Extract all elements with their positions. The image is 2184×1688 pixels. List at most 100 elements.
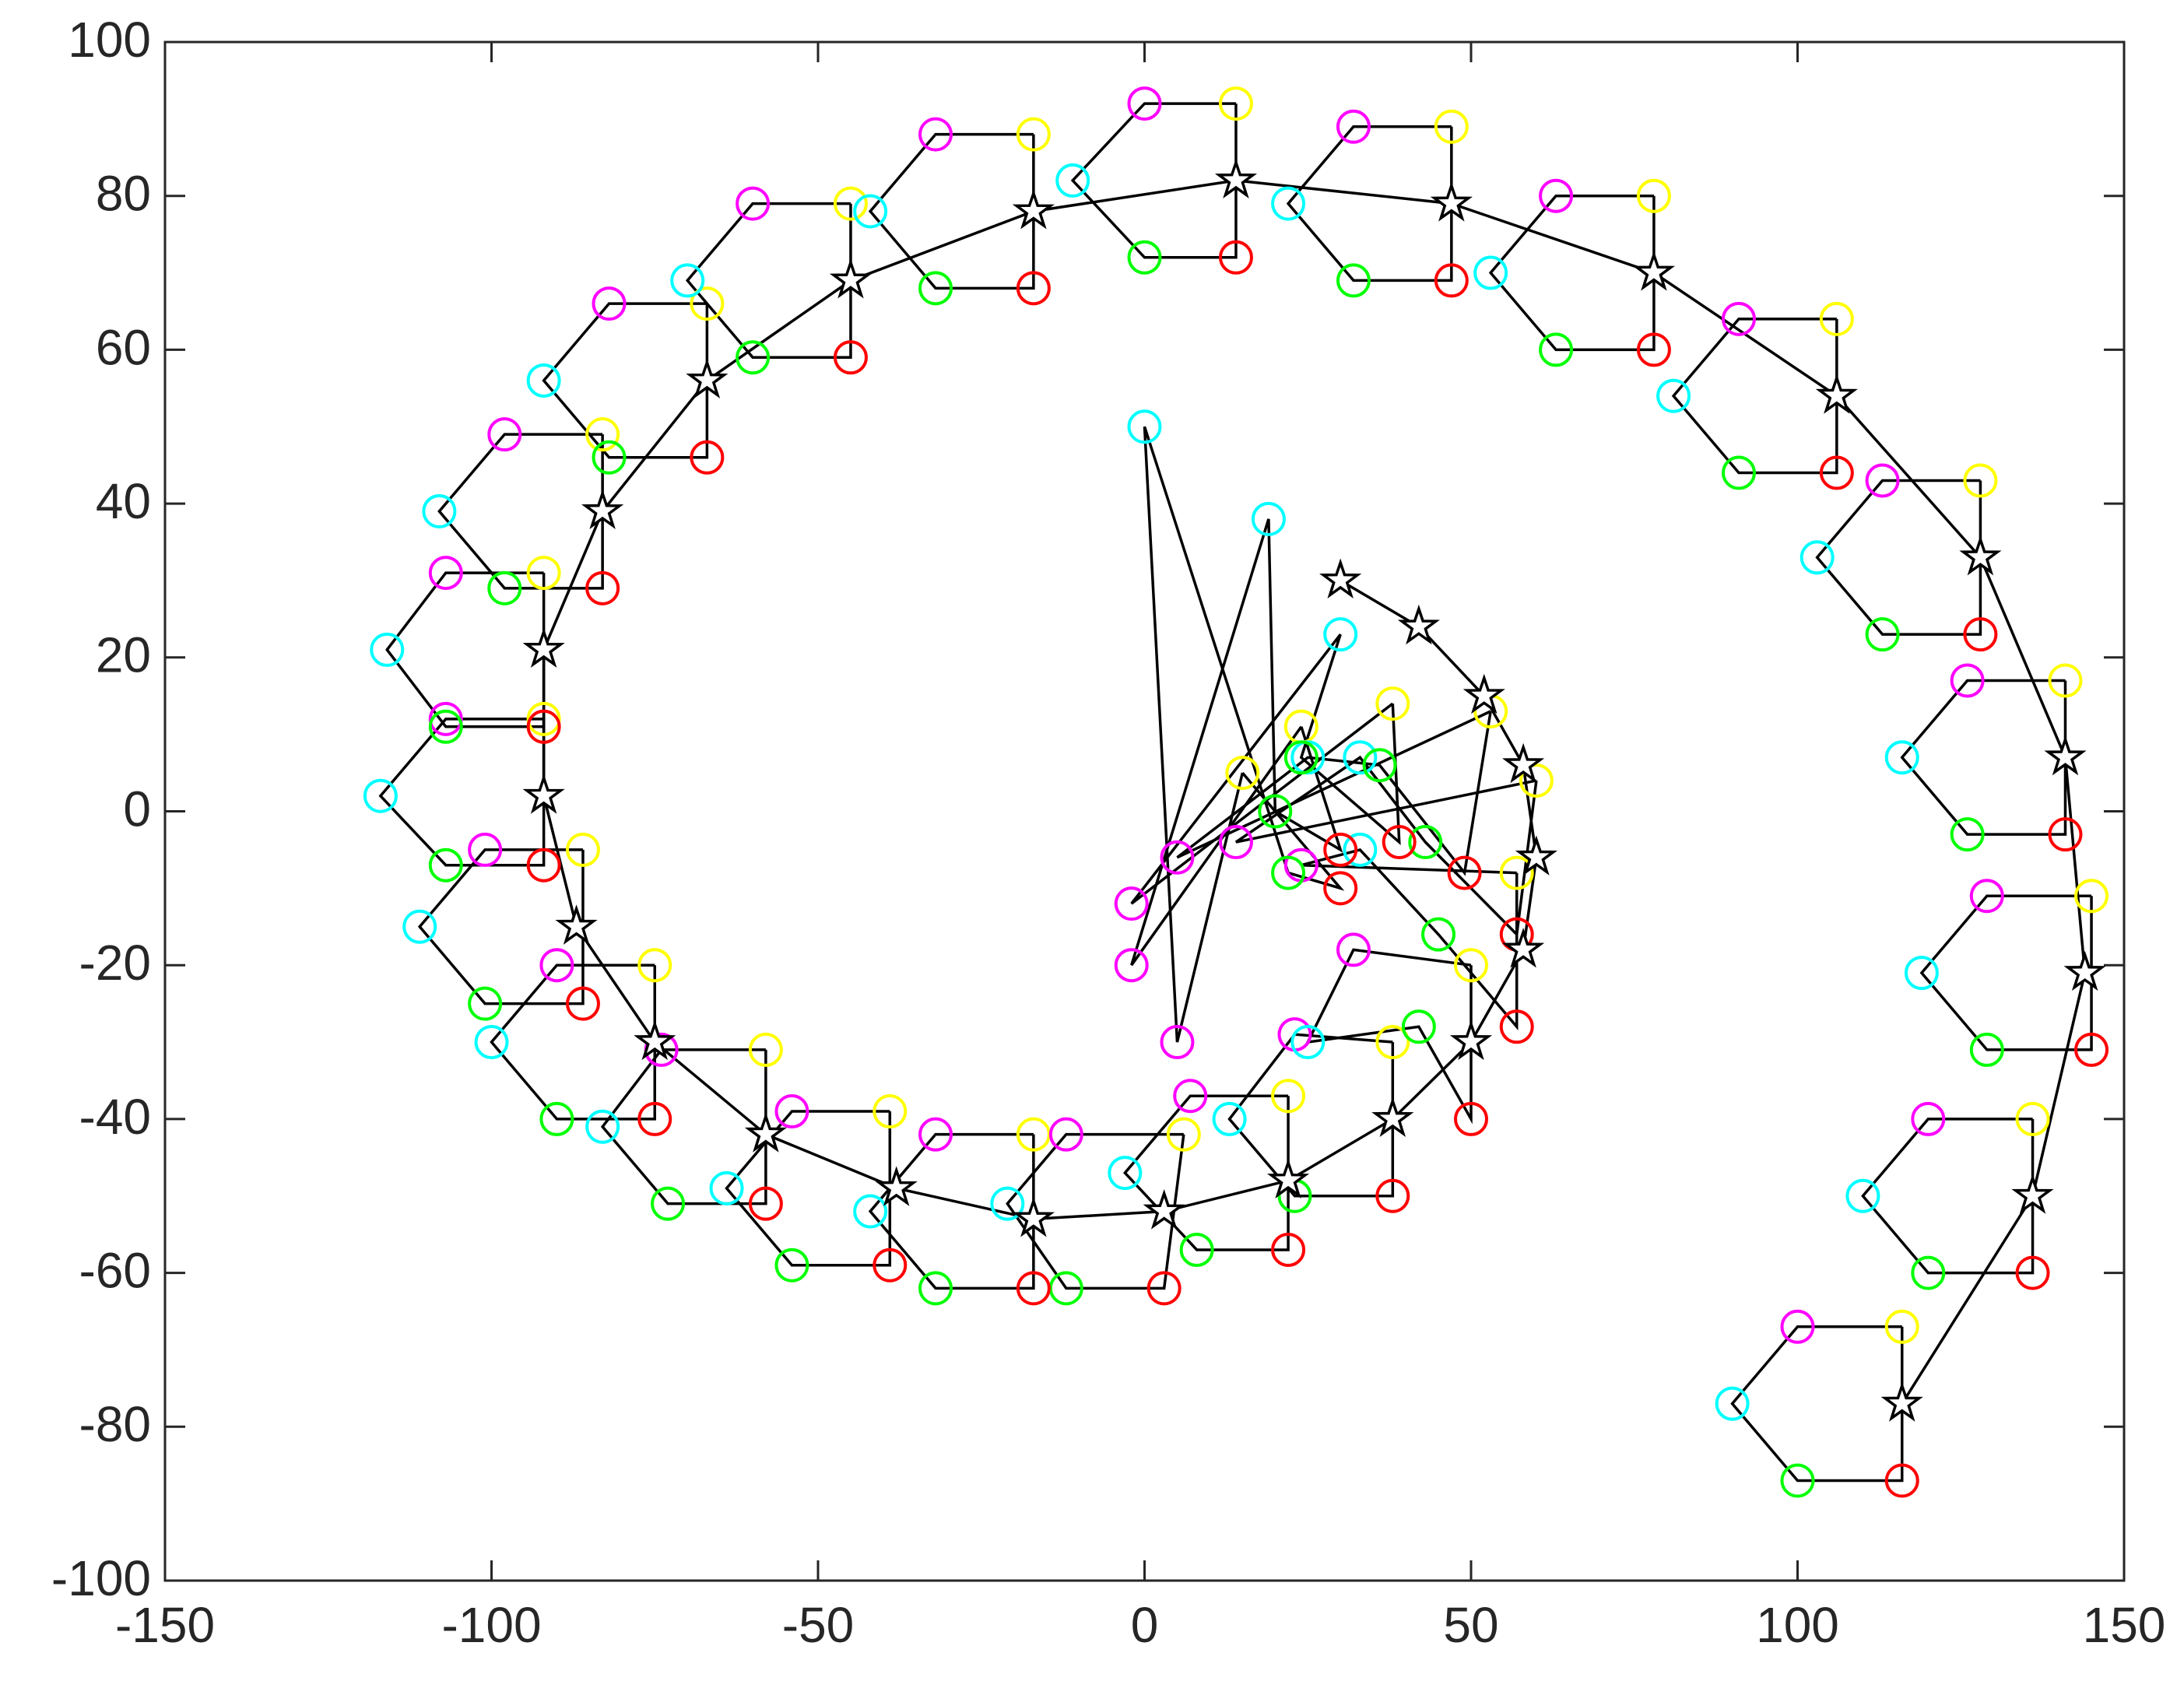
agent-marker <box>1375 1178 1410 1213</box>
agent-marker <box>690 286 725 321</box>
agent-marker <box>1473 255 1508 290</box>
x-tick-label: -50 <box>782 1597 855 1653</box>
agent-marker <box>637 948 672 983</box>
agent-marker <box>2015 1101 2050 1136</box>
agent-marker <box>1969 1032 2004 1067</box>
agent-marker <box>1539 332 1574 367</box>
agent-marker <box>539 948 574 983</box>
agent-marker <box>1447 855 1482 890</box>
agent-marker <box>1884 1463 1919 1498</box>
agent-marker <box>1963 617 1998 652</box>
agent-marker <box>2048 663 2083 698</box>
agent-marker <box>1845 1178 1880 1213</box>
agent-marker <box>1636 178 1671 213</box>
agent-marker <box>2015 1255 2050 1290</box>
agent-marker <box>585 1109 620 1144</box>
formation-outline <box>1143 426 1345 1043</box>
leader-marker <box>581 489 624 530</box>
agent-marker <box>428 709 463 744</box>
agent-marker <box>1721 301 1756 336</box>
agent-marker <box>428 848 463 883</box>
agent-marker <box>2074 1032 2109 1067</box>
y-tick-label: 100 <box>68 12 151 68</box>
agent-marker <box>1114 886 1149 921</box>
agent-marker <box>1865 463 1900 498</box>
agent-marker <box>1950 817 1985 852</box>
agent-marker <box>1016 271 1051 306</box>
agent-marker <box>853 1194 888 1229</box>
agent-marker <box>1271 1079 1306 1114</box>
agent-marker <box>1911 1255 1946 1290</box>
leader-marker <box>1815 374 1858 414</box>
leader-marker <box>1632 251 1676 291</box>
y-tick-label: -60 <box>79 1243 152 1299</box>
agent-marker <box>1362 748 1397 783</box>
agent-marker <box>736 186 771 221</box>
leader-marker <box>2063 950 2106 991</box>
agent-marker <box>1218 825 1253 860</box>
agent-marker <box>1780 1309 1815 1344</box>
leader-marker <box>1515 835 1557 876</box>
agent-marker <box>1499 1009 1534 1044</box>
leader-marker <box>1319 558 1362 598</box>
agent-marker <box>1800 540 1835 575</box>
formation-outline <box>1305 948 1473 1125</box>
formation-outline <box>1130 633 1401 905</box>
leader-marker <box>1012 1196 1055 1237</box>
agent-marker <box>1382 825 1417 860</box>
formation-outline <box>600 1048 767 1205</box>
agent-marker <box>918 271 953 306</box>
leader-marker <box>1266 1158 1310 1199</box>
agent-marker <box>736 340 771 375</box>
agent-marker <box>487 570 522 605</box>
agent-marker <box>1055 163 1090 198</box>
leader-marker <box>2044 735 2087 776</box>
agent-marker <box>1212 1101 1247 1136</box>
agent-marker <box>1108 1156 1143 1191</box>
leader-marker <box>555 904 598 945</box>
agent-marker <box>1323 617 1358 652</box>
leader-marker <box>1880 1381 1923 1422</box>
agent-marker <box>526 848 561 883</box>
agent-marker <box>1721 455 1756 490</box>
agent-marker <box>1884 740 1919 775</box>
agent-marker <box>1911 1101 1946 1136</box>
agent-marker <box>468 832 503 867</box>
agent-marker <box>1283 740 1318 775</box>
leader-marker <box>1449 1019 1493 1061</box>
leader-marker <box>1502 742 1545 784</box>
agent-marker <box>1016 117 1051 152</box>
axes-box <box>163 40 2126 1582</box>
agent-marker <box>526 701 561 736</box>
leader-marker <box>829 258 873 299</box>
agent-marker <box>1127 409 1162 444</box>
agent-marker <box>1421 917 1456 952</box>
agent-marker <box>422 493 457 528</box>
agent-marker <box>1127 240 1162 275</box>
formation-outline <box>1861 1118 2035 1275</box>
leader-marker <box>522 774 565 814</box>
agent-marker <box>565 986 600 1021</box>
agent-marker <box>1218 86 1253 121</box>
agent-marker <box>539 1101 574 1136</box>
x-tick-label: -150 <box>115 1597 215 1653</box>
agent-marker <box>990 1186 1025 1221</box>
formation-outline <box>1006 1132 1185 1290</box>
agent-marker <box>1636 332 1671 367</box>
agent-marker <box>363 778 398 813</box>
agent-marker <box>1336 932 1371 967</box>
x-tick-label: 50 <box>1443 1597 1498 1653</box>
agent-marker <box>1434 263 1469 298</box>
x-tick-label: 0 <box>1131 1597 1159 1653</box>
agent-marker <box>1016 1271 1051 1306</box>
formation-outline <box>1234 755 1538 938</box>
formation-outline <box>1130 518 1343 967</box>
leader-marker <box>1397 604 1440 645</box>
agent-marker <box>1290 1025 1325 1060</box>
agent-marker <box>1251 501 1286 536</box>
agent-marker <box>774 1248 809 1283</box>
agent-marker <box>1963 463 1998 498</box>
agent-marker <box>1114 948 1149 983</box>
agent-marker <box>1271 855 1306 890</box>
